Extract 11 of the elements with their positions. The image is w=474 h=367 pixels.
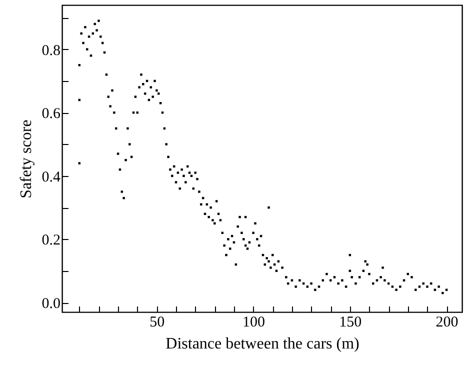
x-axis-title: Distance between the cars (m) <box>166 336 360 352</box>
y-axis-title: Safety score <box>18 120 35 198</box>
y-tick-label: 0.0 <box>42 296 60 312</box>
x-tick-label: 200 <box>436 314 458 330</box>
x-tick-label: 100 <box>242 314 266 330</box>
y-tick-label: 0.4 <box>42 169 61 186</box>
x-tick-label: 150 <box>339 314 362 330</box>
x-tick-label: 50 <box>150 314 165 330</box>
y-tick-label: 0.6 <box>42 106 61 122</box>
y-tick-label: 0.2 <box>42 232 60 249</box>
y-tick-label: 0.8 <box>42 42 60 59</box>
